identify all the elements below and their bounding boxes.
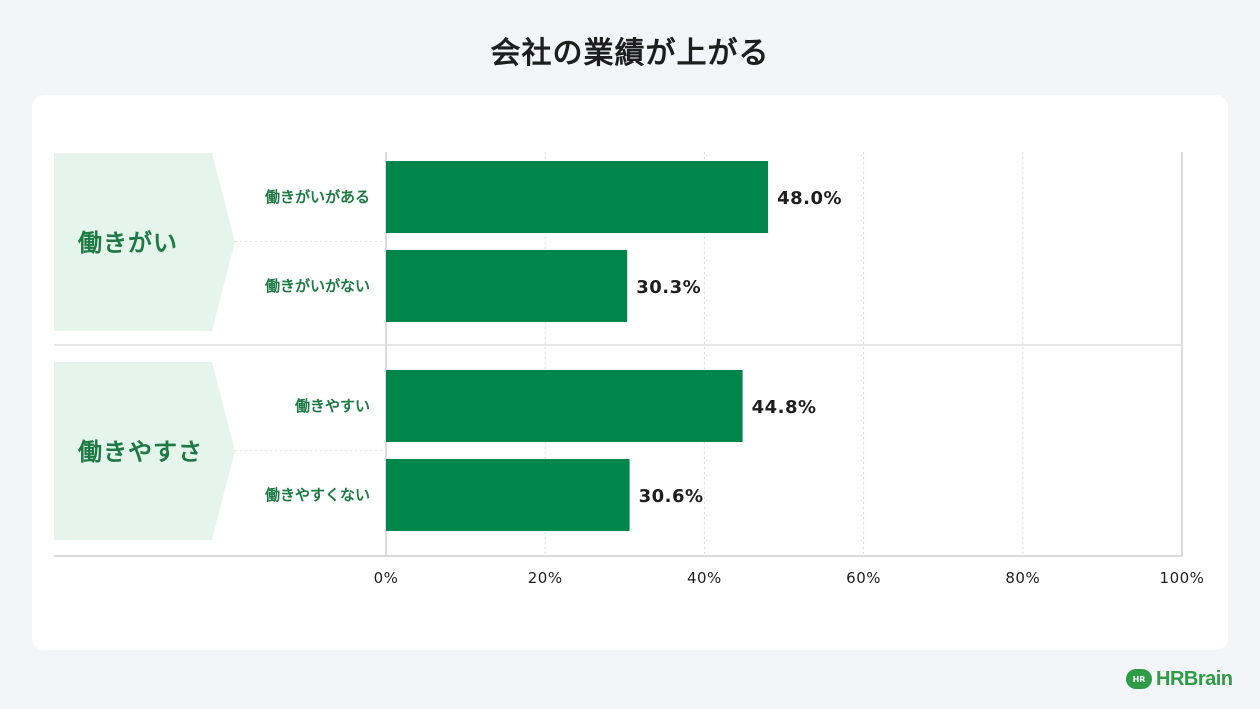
x-tick-label: 100%: [1160, 569, 1205, 587]
category-label: 働きがいがない: [264, 277, 370, 295]
data-label: 44.8%: [752, 397, 817, 418]
group-label: 働きやすさ: [77, 438, 203, 466]
category-label: 働きやすくない: [264, 486, 370, 504]
data-label: 30.6%: [639, 486, 704, 507]
bar: [386, 459, 630, 531]
bar: [386, 250, 628, 322]
group-label: 働きがい: [77, 229, 178, 257]
bar: [386, 161, 769, 233]
group-label-bg: [54, 362, 235, 540]
data-label: 30.3%: [636, 277, 701, 298]
group-label-bg: [54, 153, 235, 331]
logo-badge-icon: HR: [1126, 669, 1152, 689]
chart-title: 会社の業績が上がる: [490, 36, 770, 71]
bar: [386, 370, 743, 442]
category-label: 働きやすい: [294, 397, 370, 415]
data-label: 48.0%: [777, 188, 842, 209]
x-tick-label: 60%: [846, 569, 881, 587]
x-tick-label: 0%: [374, 569, 399, 587]
x-tick-label: 40%: [687, 569, 722, 587]
x-tick-label: 20%: [528, 569, 563, 587]
logo-text: HRBrain: [1156, 667, 1233, 690]
category-label: 働きがいがある: [264, 188, 370, 206]
bar-chart: 0% 20% 40% 60% 80% 100% 働きがい 働きがいがある 48.0% 働きがいがな…: [54, 152, 1205, 587]
x-tick-label: 80%: [1005, 569, 1040, 587]
chart-card: 0% 20% 40% 60% 80% 100% 働きがい 働きがいがある 48.0% 働きがいがな…: [32, 95, 1228, 650]
hrbrain-logo: HR HRBrain: [1126, 666, 1233, 692]
